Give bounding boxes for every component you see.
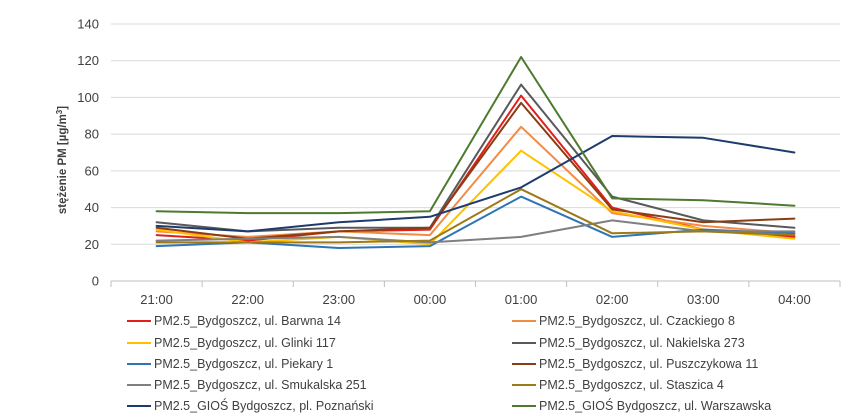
y-tick-label: 100 bbox=[77, 90, 99, 105]
legend: PM2.5_Bydgoszcz, ul. Barwna 14 PM2.5_Bydg… bbox=[127, 314, 771, 413]
y-axis-label: stężenie PM [µg/m3] bbox=[55, 106, 70, 214]
legend-item-6: PM2.5_Bydgoszcz, ul. Puszczykowa 11 bbox=[512, 357, 758, 371]
legend-item-5: PM2.5_Bydgoszcz, ul. Piekary 1 bbox=[127, 357, 333, 371]
legend-label: PM2.5_GIOŚ Bydgoszcz, pl. Poznański bbox=[154, 398, 374, 413]
series-line-8 bbox=[155, 188, 796, 244]
x-tick-label: 23:00 bbox=[323, 292, 356, 307]
legend-item-4: PM2.5_Bydgoszcz, ul. Nakielska 273 bbox=[512, 336, 745, 350]
legend-label: PM2.5_Bydgoszcz, ul. Nakielska 273 bbox=[539, 336, 745, 350]
series-line-2 bbox=[155, 125, 796, 238]
x-tick-label: 21:00 bbox=[140, 292, 173, 307]
x-tick-labels: 21:00 22:00 23:00 00:00 01:00 02:00 03:00 04:00 bbox=[140, 292, 810, 307]
y-axis-label-sup: 3 bbox=[55, 109, 64, 114]
legend-label: PM2.5_Bydgoszcz, ul. Piekary 1 bbox=[154, 357, 333, 371]
y-tick-label: 60 bbox=[85, 163, 99, 178]
legend-item-9: PM2.5_GIOŚ Bydgoszcz, pl. Poznański bbox=[127, 398, 374, 413]
y-tick-label: 140 bbox=[77, 17, 99, 32]
legend-label: PM2.5_GIOŚ Bydgoszcz, ul. Warszawska bbox=[539, 398, 771, 413]
legend-item-10: PM2.5_GIOŚ Bydgoszcz, ul. Warszawska bbox=[512, 398, 771, 413]
legend-item-1: PM2.5_Bydgoszcz, ul. Barwna 14 bbox=[127, 314, 341, 328]
y-tick-label: 40 bbox=[85, 200, 99, 215]
legend-label: PM2.5_Bydgoszcz, ul. Glinki 117 bbox=[154, 336, 336, 350]
x-tick-label: 03:00 bbox=[687, 292, 720, 307]
x-tick-label: 00:00 bbox=[414, 292, 447, 307]
y-tick-label: 80 bbox=[85, 127, 99, 142]
legend-item-3: PM2.5_Bydgoszcz, ul. Glinki 117 bbox=[127, 336, 336, 350]
y-tick-labels: 0 20 40 60 80 100 120 140 bbox=[77, 17, 99, 289]
series-line-4 bbox=[155, 83, 796, 233]
series-line-9 bbox=[155, 135, 796, 233]
legend-item-2: PM2.5_Bydgoszcz, ul. Czackiego 8 bbox=[512, 314, 735, 328]
legend-label: PM2.5_Bydgoszcz, ul. Staszica 4 bbox=[539, 378, 724, 392]
legend-label: PM2.5_Bydgoszcz, ul. Smukalska 251 bbox=[154, 378, 367, 392]
legend-item-8: PM2.5_Bydgoszcz, ul. Staszica 4 bbox=[512, 378, 724, 392]
y-tick-label: 20 bbox=[85, 237, 99, 252]
legend-label: PM2.5_Bydgoszcz, ul. Czackiego 8 bbox=[539, 314, 735, 328]
x-tick-label: 02:00 bbox=[596, 292, 629, 307]
x-tick-label: 01:00 bbox=[505, 292, 538, 307]
series-line-10 bbox=[155, 56, 796, 215]
y-axis-label-main: stężenie PM [µg/m bbox=[57, 114, 69, 214]
gridlines bbox=[111, 23, 840, 245]
series-lines bbox=[155, 56, 796, 249]
y-tick-label: 0 bbox=[92, 274, 99, 289]
y-tick-label: 120 bbox=[77, 53, 99, 68]
axes bbox=[110, 280, 841, 287]
legend-label: PM2.5_Bydgoszcz, ul. Puszczykowa 11 bbox=[539, 357, 758, 371]
y-axis-label-end: ] bbox=[57, 106, 69, 110]
x-tick-label: 22:00 bbox=[231, 292, 264, 307]
x-tick-label: 04:00 bbox=[778, 292, 811, 307]
series-line-7 bbox=[155, 219, 796, 244]
legend-item-7: PM2.5_Bydgoszcz, ul. Smukalska 251 bbox=[127, 378, 367, 392]
legend-label: PM2.5_Bydgoszcz, ul. Barwna 14 bbox=[154, 314, 341, 328]
